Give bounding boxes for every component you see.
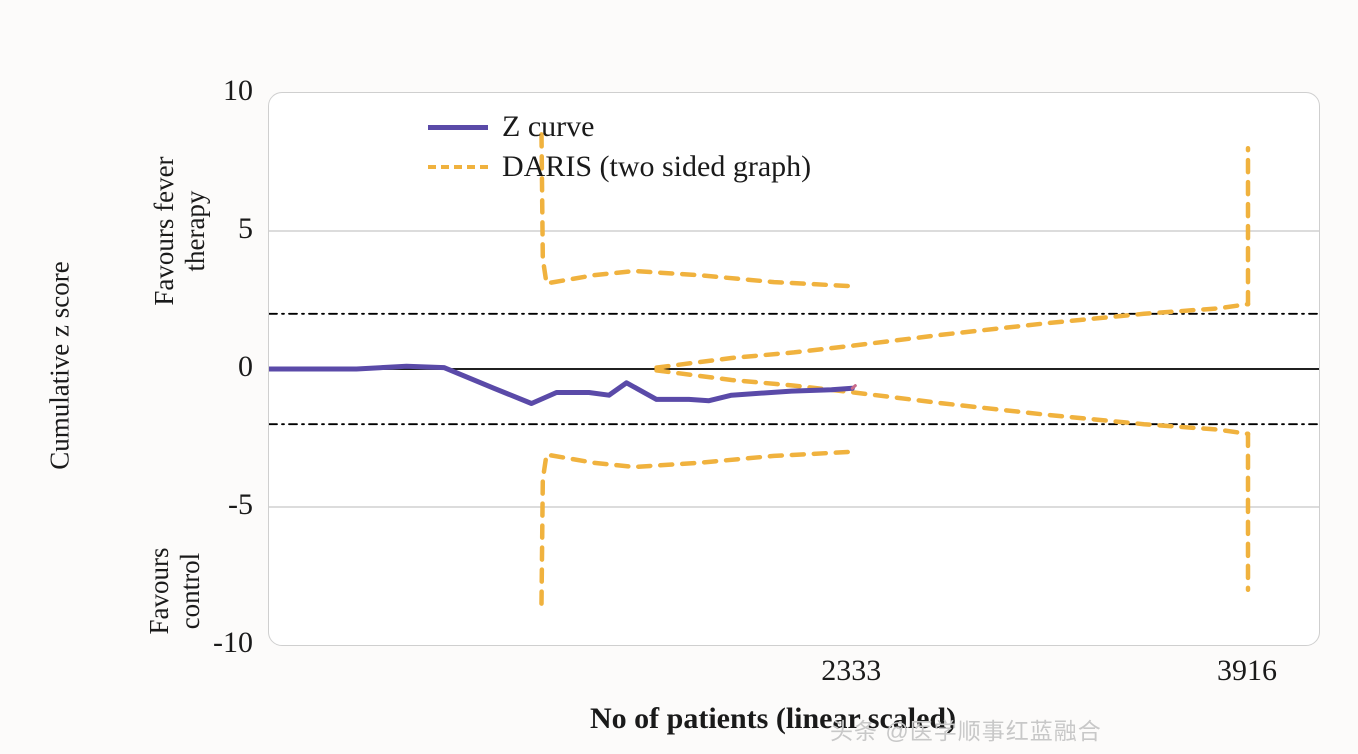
x-tick: 2333 bbox=[806, 654, 896, 688]
legend-item: DARIS (two sided graph) bbox=[428, 150, 811, 184]
y-tick: -10 bbox=[198, 626, 253, 660]
y-axis-lower-sublabel: Favourscontrol bbox=[144, 501, 206, 681]
legend-label: DARIS (two sided graph) bbox=[502, 150, 811, 184]
legend-item: Z curve bbox=[428, 110, 811, 144]
y-tick: 5 bbox=[198, 212, 253, 246]
legend: Z curve DARIS (two sided graph) bbox=[428, 110, 811, 190]
watermark: 头条 @医学顺事红蓝融合 bbox=[830, 712, 1102, 746]
y-tick: -5 bbox=[198, 488, 253, 522]
y-tick: 0 bbox=[198, 350, 253, 384]
legend-swatch bbox=[428, 125, 488, 130]
y-axis-label: Cumulative z score bbox=[45, 216, 76, 516]
legend-label: Z curve bbox=[502, 110, 594, 144]
legend-swatch bbox=[428, 165, 488, 169]
x-tick: 3916 bbox=[1202, 654, 1292, 688]
chart-container: Cumulative z score Favours fevertherapy … bbox=[0, 0, 1358, 754]
y-tick: 10 bbox=[198, 74, 253, 108]
